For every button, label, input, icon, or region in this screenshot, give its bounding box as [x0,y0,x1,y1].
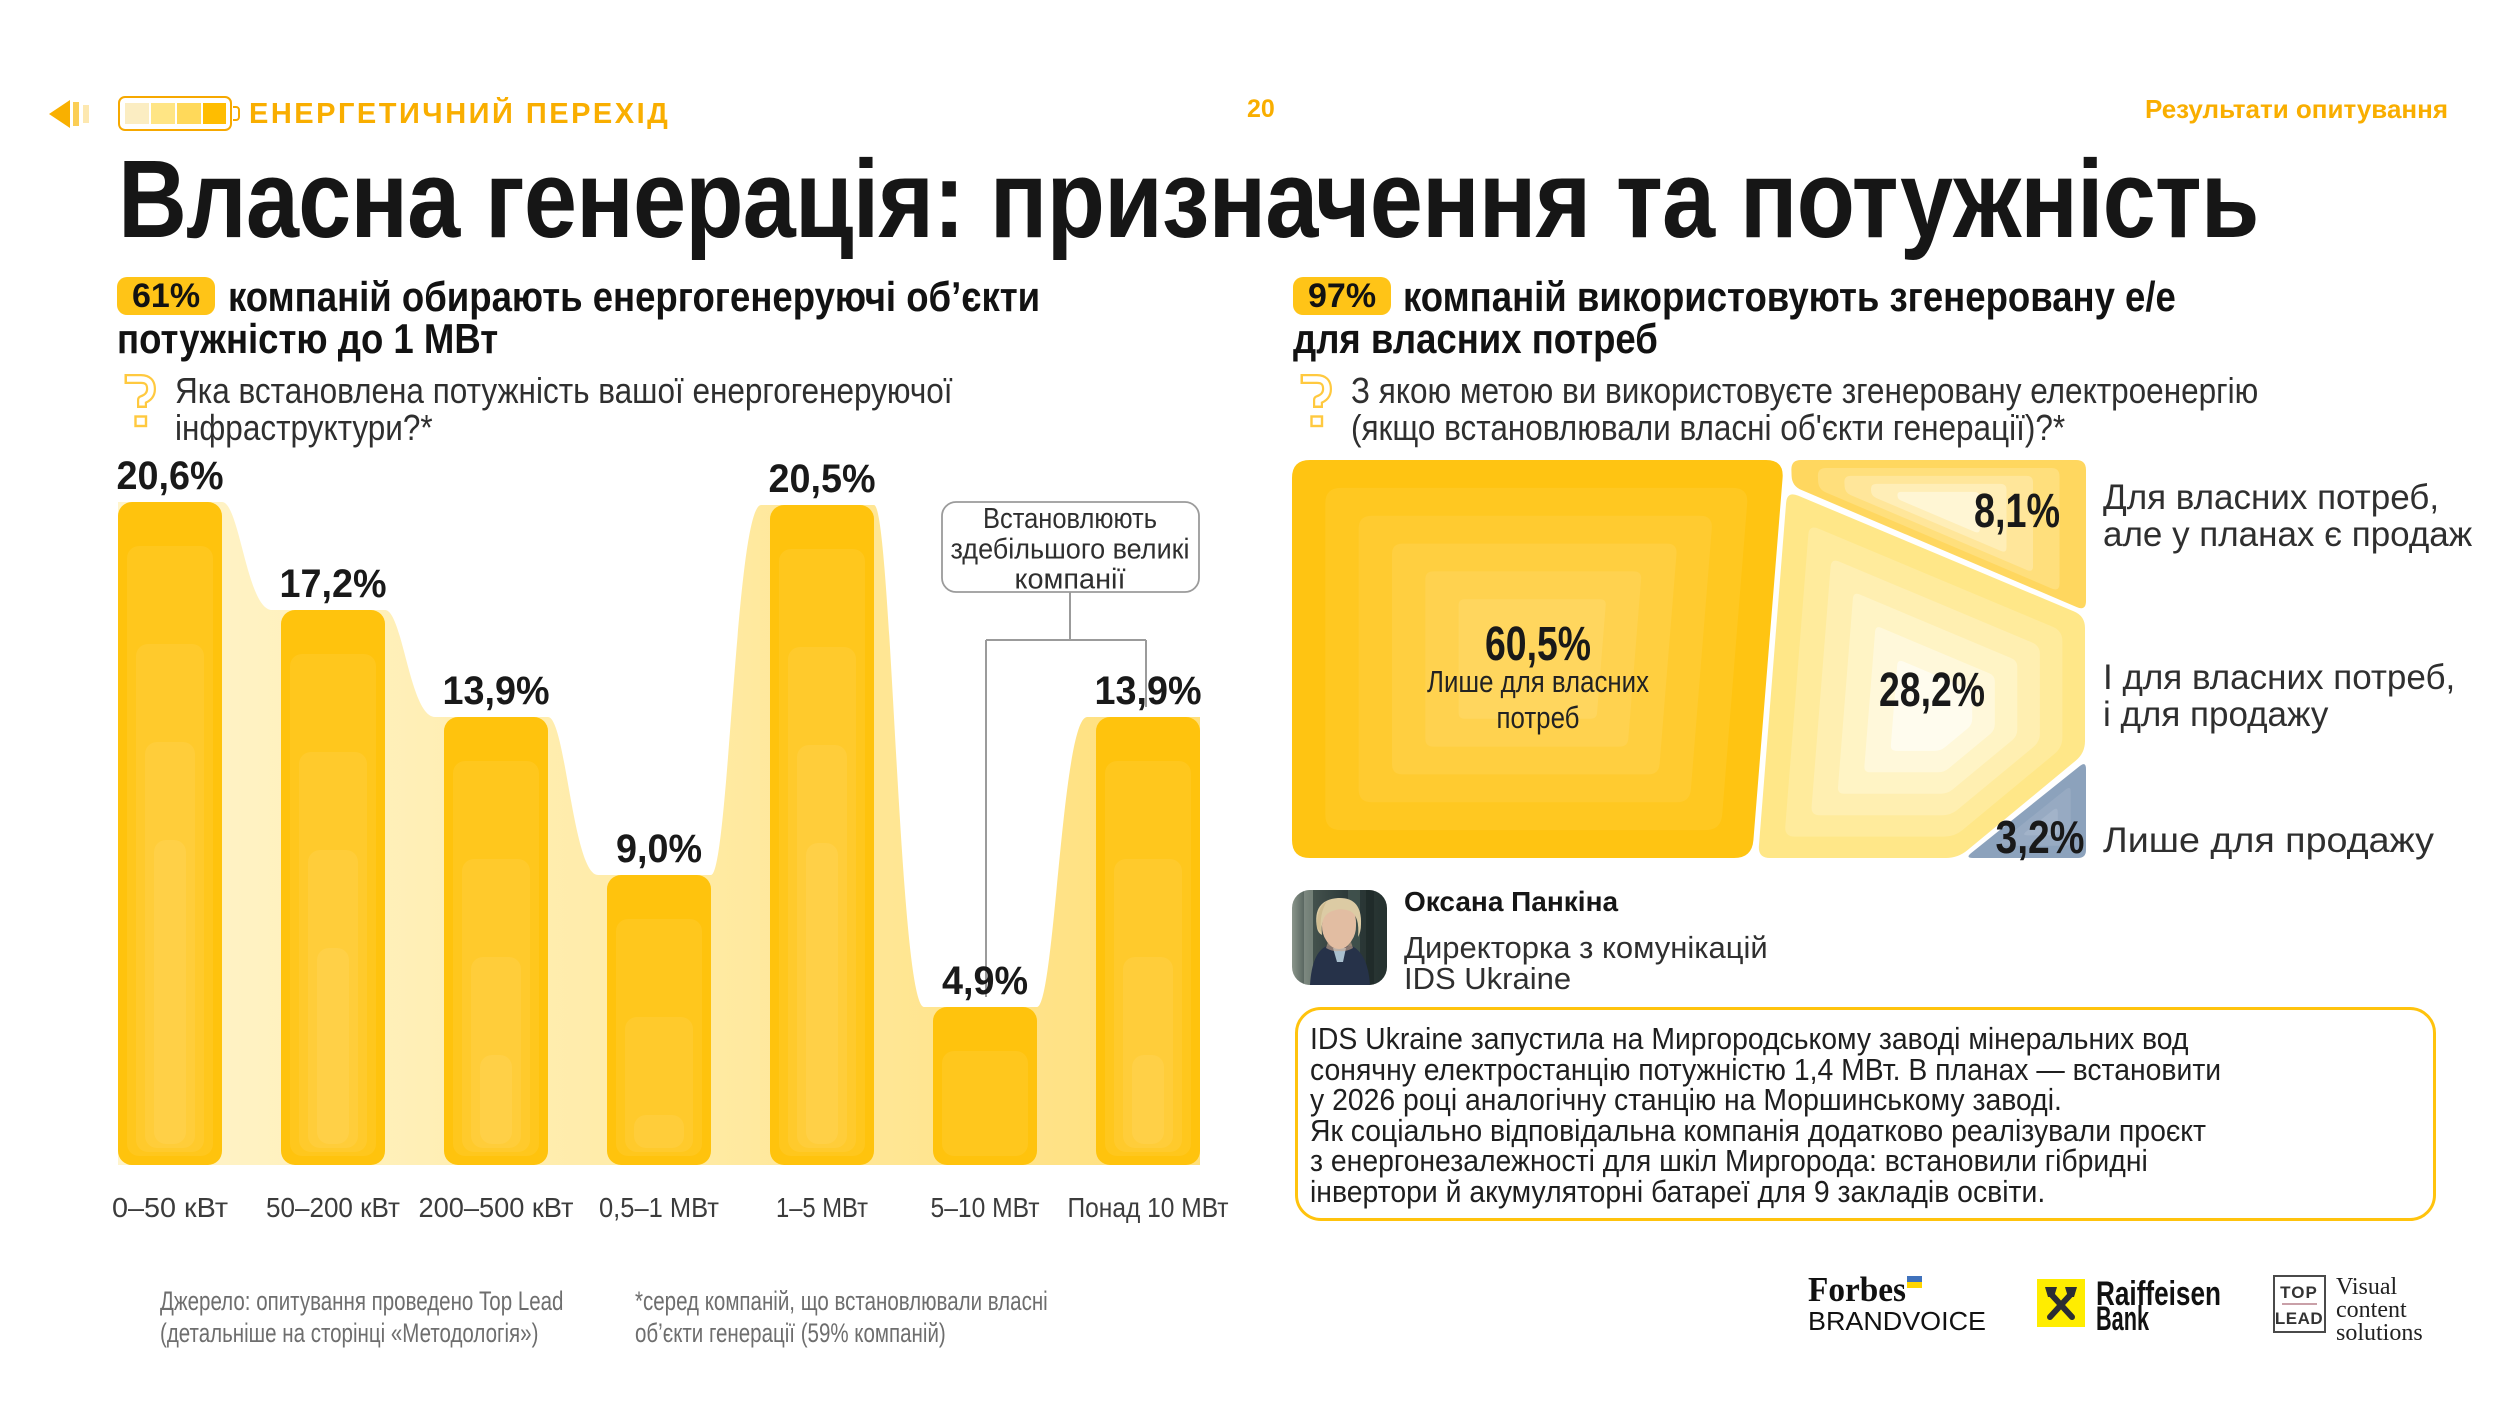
svg-text:9,0%: 9,0% [616,827,702,871]
svg-text:4,9%: 4,9% [942,959,1028,1003]
svg-text:Встановлюють: Встановлюють [983,503,1157,535]
svg-text:20,6%: 20,6% [117,454,224,498]
svg-text:0,5–1 МВт: 0,5–1 МВт [599,1192,719,1223]
svg-text:Raiffeisen: Raiffeisen [2096,1279,2221,1313]
svg-text:13,9%: 13,9% [443,669,550,713]
svg-text:content: content [2336,1297,2407,1323]
svg-text:Понад 10 МВт: Понад 10 МВт [1068,1192,1229,1223]
svg-text:Visual: Visual [2336,1274,2398,1300]
svg-text:потреб: потреб [1497,700,1580,735]
svg-text:3,2%: 3,2% [1996,811,2085,863]
svg-text:І для власних потреб,: І для власних потреб, [2103,658,2455,697]
svg-text:і для продажу: і для продажу [2103,695,2329,734]
svg-text:60,5%: 60,5% [1485,618,1591,671]
svg-text:28,2%: 28,2% [1879,664,1985,717]
svg-text:здебільшого великі: здебільшого великі [951,534,1190,566]
svg-text:але у планах є продаж: але у планах є продаж [2103,515,2473,554]
svg-text:50–200 кВт: 50–200 кВт [266,1192,400,1223]
svg-text:BRANDVOICE: BRANDVOICE [1808,1306,1986,1336]
svg-text:Лише для власних: Лише для власних [1427,664,1649,699]
svg-text:Bank: Bank [2096,1300,2149,1333]
svg-text:20,5%: 20,5% [769,457,876,501]
svg-text:1–5 МВт: 1–5 МВт [776,1192,868,1223]
svg-text:8,1%: 8,1% [1974,485,2060,538]
svg-text:TOP: TOP [2280,1283,2318,1302]
svg-text:Forbes: Forbes [1808,1270,1906,1309]
svg-text:5–10 МВт: 5–10 МВт [931,1192,1040,1223]
svg-text:solutions: solutions [2336,1320,2423,1340]
svg-text:200–500 кВт: 200–500 кВт [419,1192,574,1223]
svg-text:0–50 кВт: 0–50 кВт [112,1192,228,1223]
svg-text:17,2%: 17,2% [280,562,387,606]
svg-text:LEAD: LEAD [2275,1309,2323,1328]
svg-text:компанії: компанії [1015,564,1126,596]
svg-text:13,9%: 13,9% [1095,669,1202,713]
svg-text:Для власних потреб,: Для власних потреб, [2103,478,2439,517]
svg-text:Лише для продажу: Лише для продажу [2103,821,2435,860]
